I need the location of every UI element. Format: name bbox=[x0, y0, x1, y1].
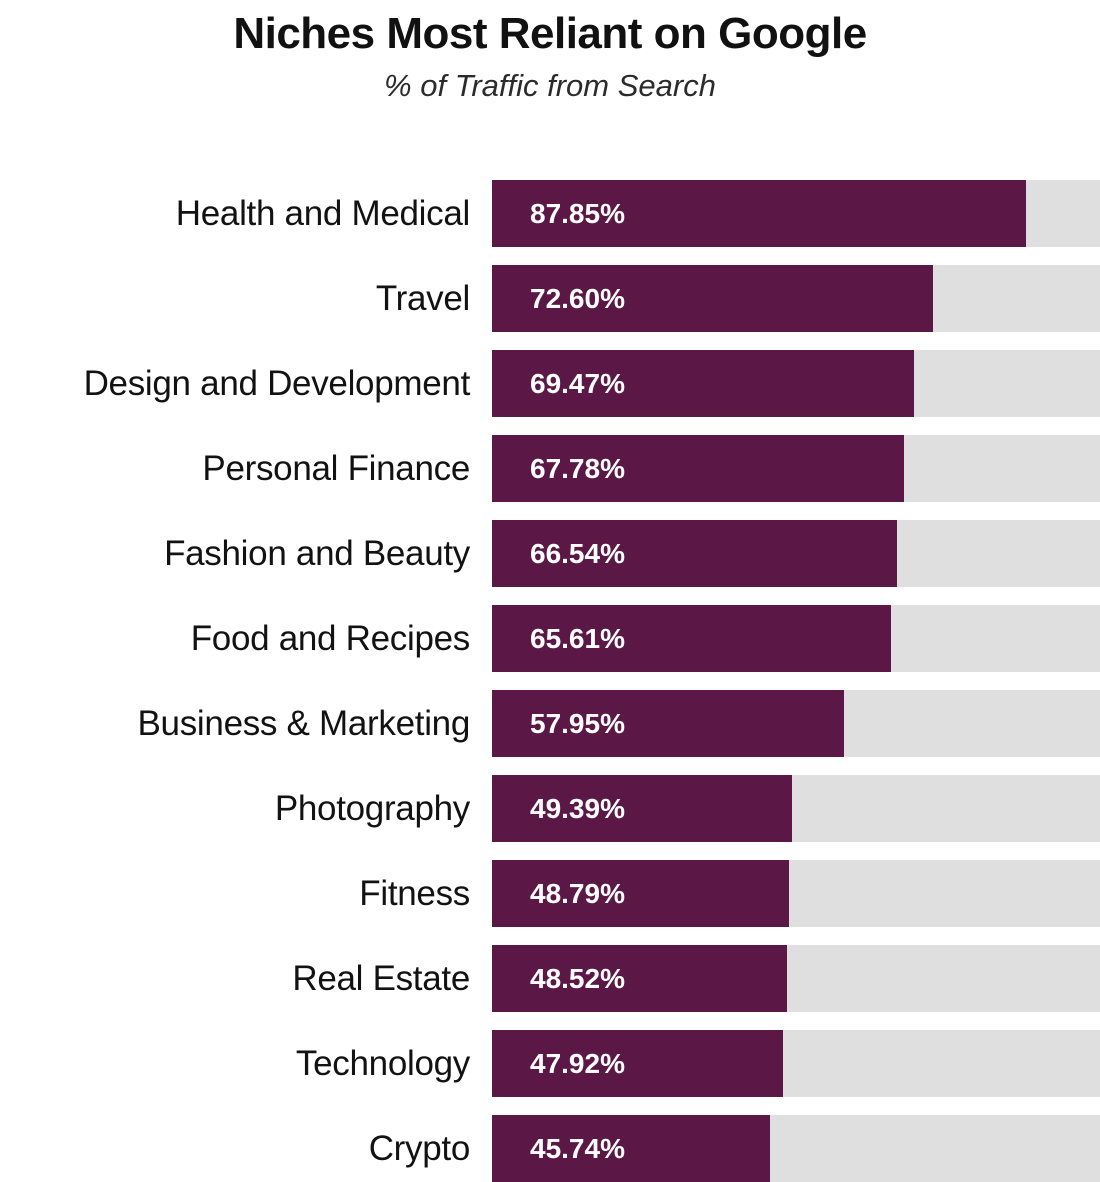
bar-category-label: Technology bbox=[295, 1043, 470, 1083]
bar-row: Travel 72.60% bbox=[0, 265, 1100, 332]
chart-title: Niches Most Reliant on Google bbox=[233, 9, 867, 58]
bar-fill: 48.52% bbox=[492, 945, 787, 1012]
bar-fill: 66.54% bbox=[492, 520, 897, 587]
bar-fill: 67.78% bbox=[492, 435, 905, 502]
bar-row: Health and Medical 87.85% bbox=[0, 180, 1100, 247]
bar-track-wrapper: 57.95% bbox=[492, 690, 1100, 757]
bar-category-label: Health and Medical bbox=[175, 193, 471, 233]
bar-category-label: Business & Marketing bbox=[137, 703, 471, 743]
bar-row: Crypto 45.74% bbox=[0, 1115, 1100, 1182]
bar-row: Fitness 48.79% bbox=[0, 860, 1100, 927]
bar-value-label: 65.61% bbox=[530, 622, 625, 654]
bar-fill: 47.92% bbox=[492, 1030, 784, 1097]
bar-fill: 87.85% bbox=[492, 180, 1027, 247]
bar-track-wrapper: 87.85% bbox=[492, 180, 1100, 247]
bar-row: Technology 47.92% bbox=[0, 1030, 1100, 1097]
bar-category-label: Food and Recipes bbox=[190, 618, 471, 658]
bar-value-label: 69.47% bbox=[530, 367, 625, 399]
bar-value-label: 47.92% bbox=[530, 1047, 625, 1079]
bar-fill: 49.39% bbox=[492, 775, 793, 842]
bar-category-label: Photography bbox=[274, 788, 470, 828]
bar-category-label: Travel bbox=[375, 278, 470, 318]
chart-header: Niches Most Reliant on Google % of Traff… bbox=[0, 0, 1100, 106]
bar-track-wrapper: 69.47% bbox=[492, 350, 1100, 417]
bar-category-label: Crypto bbox=[368, 1128, 471, 1168]
bar-track-wrapper: 48.79% bbox=[492, 860, 1100, 927]
bar-value-label: 48.52% bbox=[530, 962, 625, 994]
bar-track-wrapper: 65.61% bbox=[492, 605, 1100, 672]
bar-row: Design and Development 69.47% bbox=[0, 350, 1100, 417]
bar-value-label: 66.54% bbox=[530, 537, 625, 569]
bar-row: Food and Recipes 65.61% bbox=[0, 605, 1100, 672]
bar-row: Personal Finance 67.78% bbox=[0, 435, 1100, 502]
bar-value-label: 87.85% bbox=[530, 197, 625, 229]
bar-track-wrapper: 72.60% bbox=[492, 265, 1100, 332]
bar-fill: 57.95% bbox=[492, 690, 845, 757]
bar-track-wrapper: 66.54% bbox=[492, 520, 1100, 587]
bar-fill: 45.74% bbox=[492, 1115, 771, 1182]
bar-fill: 48.79% bbox=[492, 860, 789, 927]
bar-row: Real Estate 48.52% bbox=[0, 945, 1100, 1012]
bar-value-label: 45.74% bbox=[530, 1132, 625, 1164]
bar-fill: 65.61% bbox=[492, 605, 891, 672]
bar-track-wrapper: 67.78% bbox=[492, 435, 1100, 502]
bar-chart-plot-area: Health and Medical 87.85% Travel 72.60% Desi… bbox=[0, 180, 1100, 1182]
bar-value-label: 57.95% bbox=[530, 707, 625, 739]
bar-fill: 69.47% bbox=[492, 350, 915, 417]
bar-category-label: Fitness bbox=[359, 873, 470, 913]
bar-track-wrapper: 45.74% bbox=[492, 1115, 1100, 1182]
bar-fill: 72.60% bbox=[492, 265, 934, 332]
bar-row: Business & Marketing 57.95% bbox=[0, 690, 1100, 757]
bar-row: Photography 49.39% bbox=[0, 775, 1100, 842]
bar-category-label: Design and Development bbox=[83, 363, 471, 403]
bar-track-wrapper: 48.52% bbox=[492, 945, 1100, 1012]
bar-value-label: 72.60% bbox=[530, 282, 625, 314]
bar-row: Fashion and Beauty 66.54% bbox=[0, 520, 1100, 587]
bar-category-label: Fashion and Beauty bbox=[164, 533, 470, 573]
bar-value-label: 67.78% bbox=[530, 452, 625, 484]
chart-subtitle: % of Traffic from Search bbox=[384, 68, 716, 103]
bar-track-wrapper: 47.92% bbox=[492, 1030, 1100, 1097]
bar-category-label: Personal Finance bbox=[202, 448, 470, 488]
bar-category-label: Real Estate bbox=[292, 958, 470, 998]
bar-value-label: 49.39% bbox=[530, 792, 625, 824]
bar-track-wrapper: 49.39% bbox=[492, 775, 1100, 842]
bar-value-label: 48.79% bbox=[530, 877, 625, 909]
